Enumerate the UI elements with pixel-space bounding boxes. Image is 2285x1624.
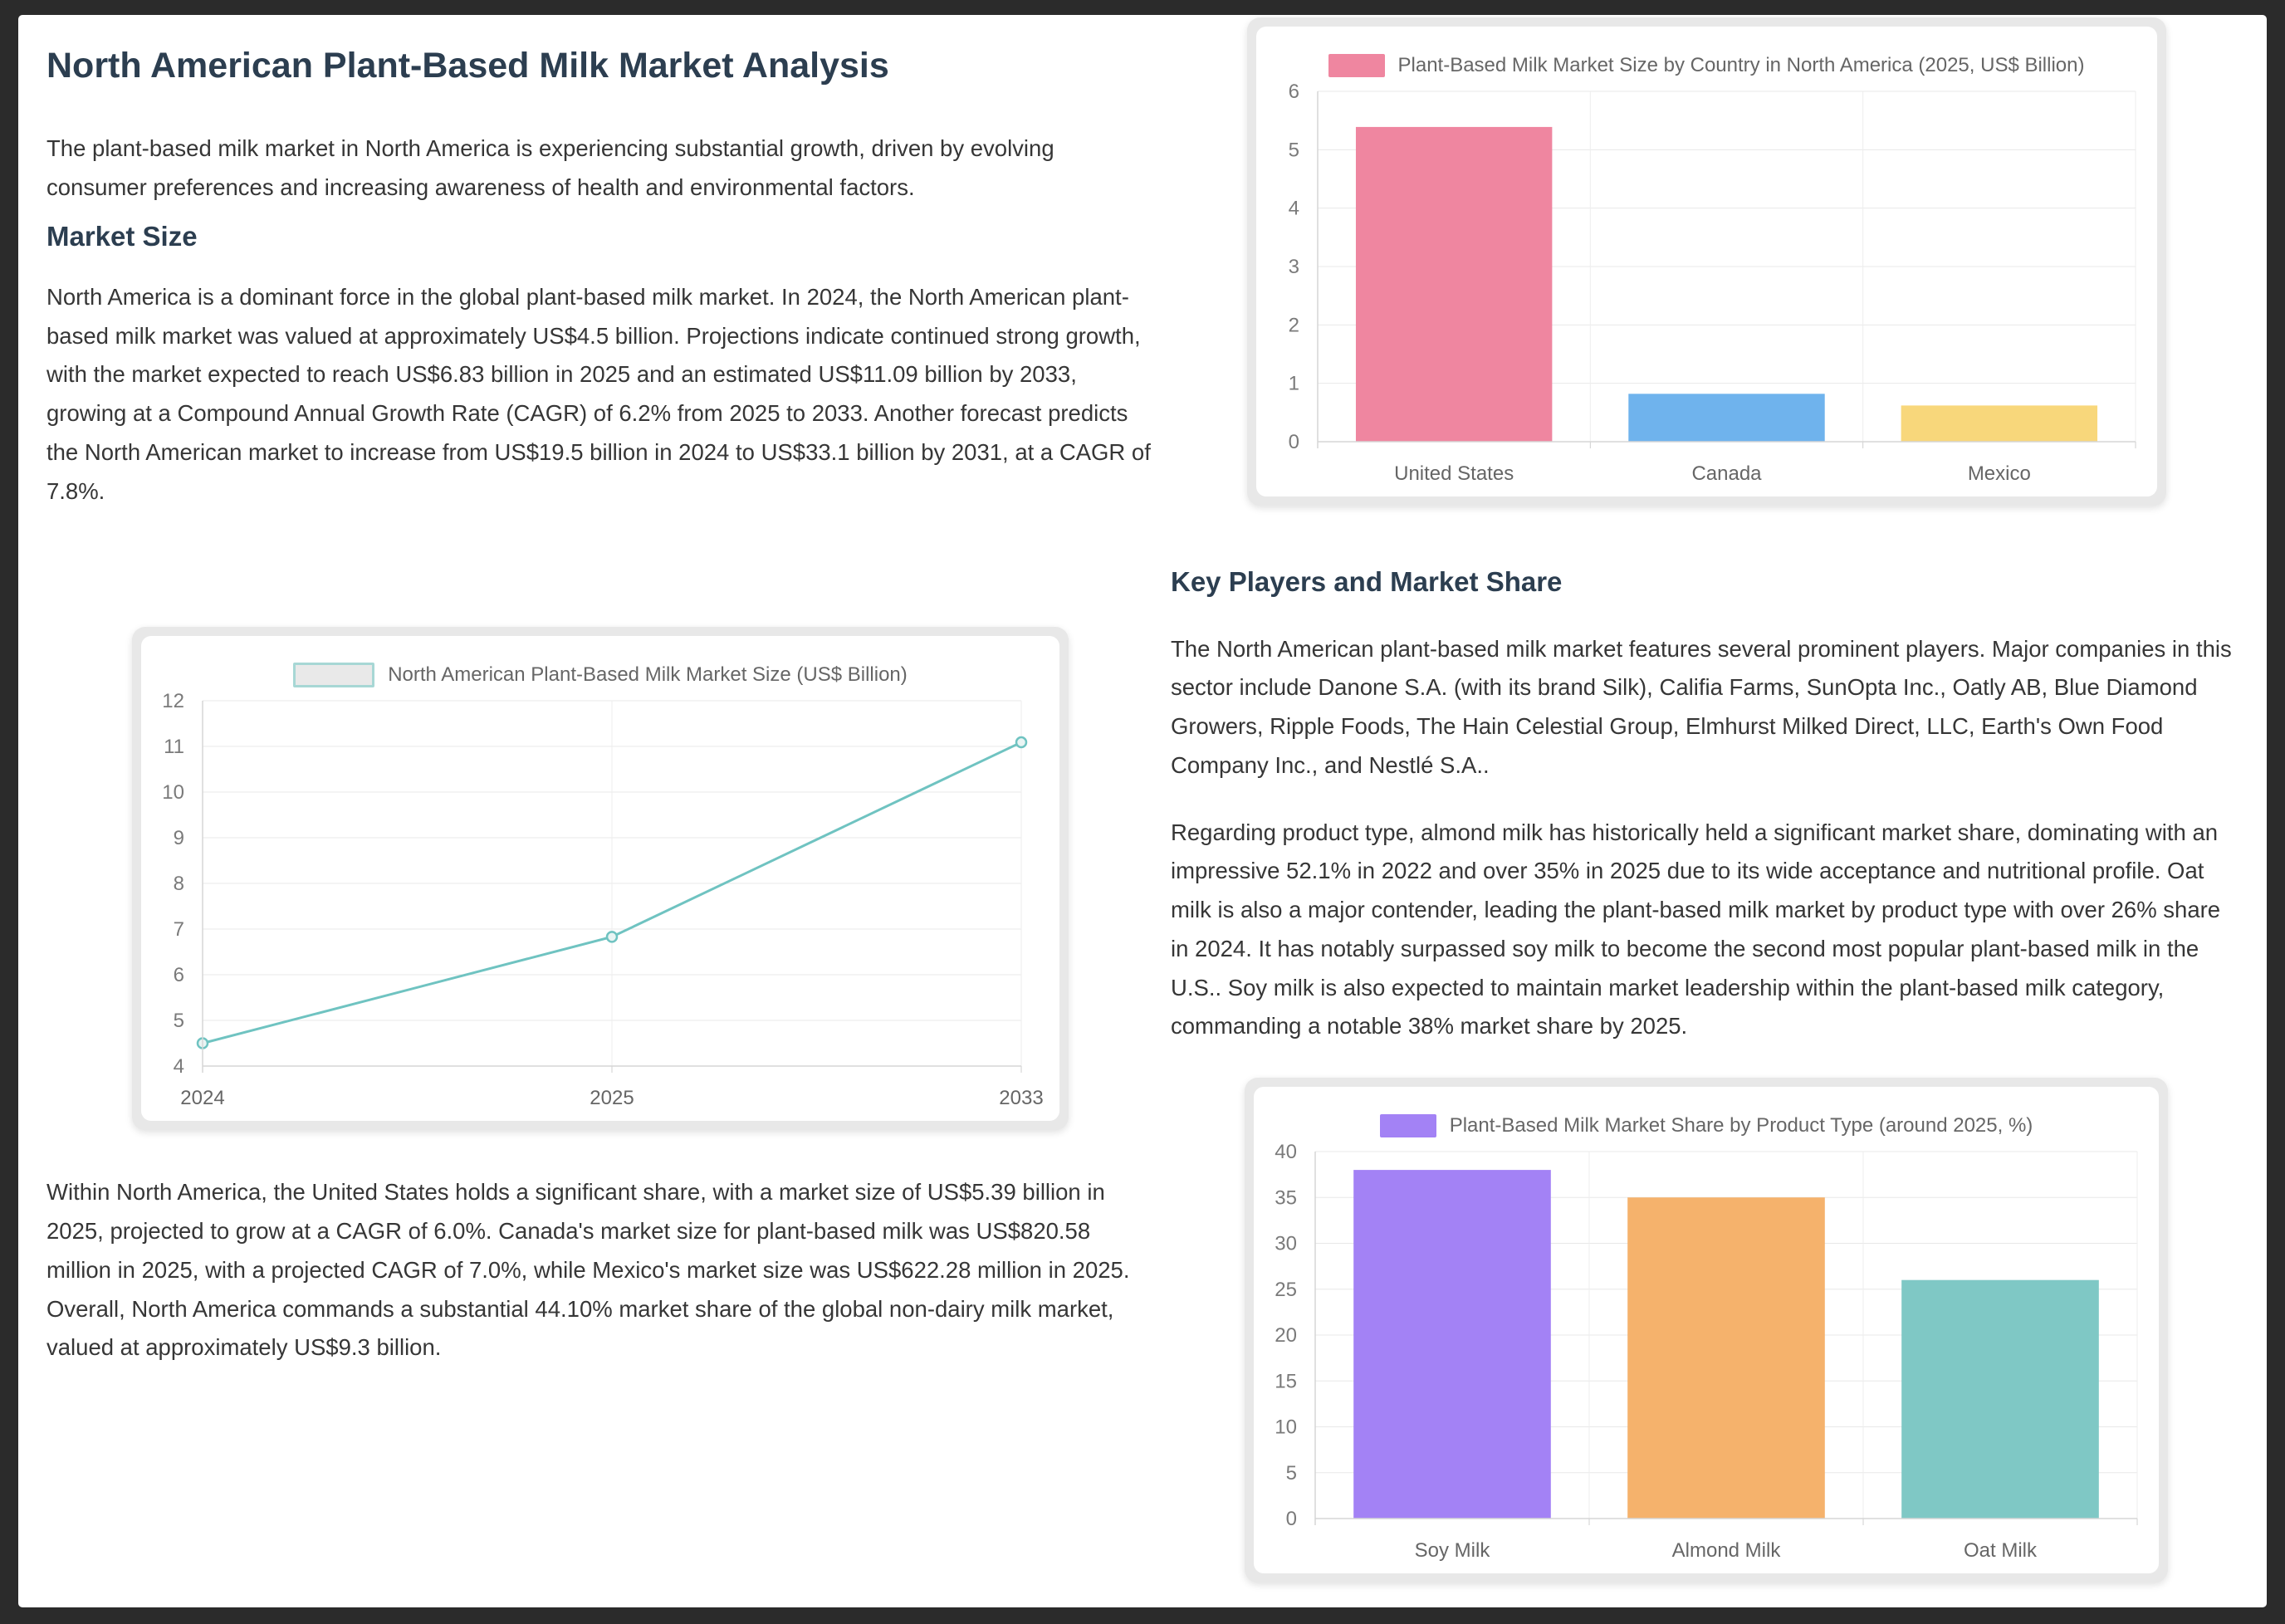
svg-text:0: 0	[1288, 431, 1299, 453]
market-size-line-chart: North American Plant-Based Milk Market S…	[132, 627, 1069, 1131]
svg-text:35: 35	[1275, 1186, 1297, 1209]
page-title: North American Plant-Based Milk Market A…	[46, 46, 889, 86]
report-card: North American Plant-Based Milk Market A…	[18, 15, 2267, 1607]
svg-text:United States: United States	[1394, 462, 1514, 485]
line-legend-label: North American Plant-Based Milk Market S…	[388, 663, 908, 687]
svg-text:10: 10	[1275, 1416, 1297, 1439]
line-chart-legend[interactable]: North American Plant-Based Milk Market S…	[141, 636, 1059, 689]
svg-text:40: 40	[1275, 1141, 1297, 1163]
svg-text:Oat Milk: Oat Milk	[1964, 1539, 2038, 1562]
country-bar-chart: Plant-Based Milk Market Size by Country …	[1246, 17, 2166, 506]
product-chart-canvas: Plant-Based Milk Market Share by Product…	[1254, 1087, 2159, 1574]
svg-text:Soy Milk: Soy Milk	[1415, 1539, 1491, 1562]
svg-text:3: 3	[1288, 256, 1299, 278]
svg-text:0: 0	[1286, 1508, 1297, 1530]
svg-text:8: 8	[174, 873, 184, 895]
svg-text:2033: 2033	[999, 1087, 1043, 1109]
svg-text:15: 15	[1275, 1370, 1297, 1392]
key-players-paragraph-2: Regarding product type, almond milk has …	[1171, 819, 2221, 1039]
market-size-paragraph-2: Within North America, the United States …	[46, 1179, 1130, 1361]
svg-text:7: 7	[174, 918, 184, 941]
country-chart-legend[interactable]: Plant-Based Milk Market Size by Country …	[1256, 27, 2157, 80]
svg-text:5: 5	[1288, 139, 1299, 161]
product-chart-legend[interactable]: Plant-Based Milk Market Share by Product…	[1254, 1087, 2159, 1140]
svg-text:Canada: Canada	[1691, 462, 1762, 485]
svg-text:4: 4	[174, 1055, 184, 1078]
svg-text:30: 30	[1275, 1233, 1297, 1255]
line-chart-plot: 4 5 6 7 8 9 10 11 12 2024 2025 2033	[162, 690, 1043, 1109]
country-legend-swatch	[1328, 54, 1385, 77]
line-legend-swatch	[293, 663, 375, 688]
svg-text:Almond Milk: Almond Milk	[1672, 1539, 1782, 1562]
country-chart-plot: 0 1 2 3 4 5 6 United States Canada Mexico	[1288, 81, 2136, 485]
key-players-heading: Key Players and Market Share	[1171, 566, 1563, 597]
country-chart-canvas: Plant-Based Milk Market Size by Country …	[1255, 27, 2157, 496]
svg-text:11: 11	[164, 736, 184, 758]
market-size-paragraph-1: North America is a dominant force in the…	[46, 283, 1151, 504]
svg-text:20: 20	[1275, 1324, 1297, 1347]
country-legend-label: Plant-Based Milk Market Size by Country …	[1397, 54, 2085, 76]
svg-text:5: 5	[174, 1010, 184, 1032]
right-column: Plant-Based Milk Market Size by Country …	[1171, 15, 2242, 1583]
svg-text:5: 5	[1286, 1462, 1297, 1485]
key-players-paragraph-1: The North American plant-based milk mark…	[1171, 635, 2232, 778]
product-type-bar-chart: Plant-Based Milk Market Share by Product…	[1245, 1078, 2168, 1583]
line-chart-canvas: North American Plant-Based Milk Market S…	[141, 636, 1059, 1122]
left-column: North American Plant-Based Milk Market A…	[46, 15, 1154, 1367]
market-size-heading: Market Size	[46, 221, 198, 252]
svg-text:9: 9	[174, 827, 184, 849]
product-legend-swatch	[1379, 1114, 1436, 1138]
svg-text:4: 4	[1288, 198, 1299, 220]
product-legend-label: Plant-Based Milk Market Share by Product…	[1449, 1114, 2033, 1137]
svg-text:2024: 2024	[180, 1087, 224, 1109]
svg-text:12: 12	[162, 690, 184, 712]
svg-text:Mexico: Mexico	[1967, 462, 2030, 485]
svg-text:25: 25	[1275, 1279, 1297, 1301]
product-chart-plot: 0 5 10 15 20 25 30 35 40 Soy Milk Almond Milk Oat M…	[1275, 1141, 2138, 1562]
svg-text:10: 10	[162, 781, 184, 804]
svg-text:2025: 2025	[590, 1087, 634, 1109]
svg-text:1: 1	[1288, 373, 1299, 395]
svg-text:2: 2	[1288, 314, 1299, 336]
svg-text:6: 6	[1288, 81, 1299, 103]
intro-paragraph: The plant-based milk market in North Ame…	[46, 135, 1054, 200]
svg-text:6: 6	[174, 964, 184, 986]
